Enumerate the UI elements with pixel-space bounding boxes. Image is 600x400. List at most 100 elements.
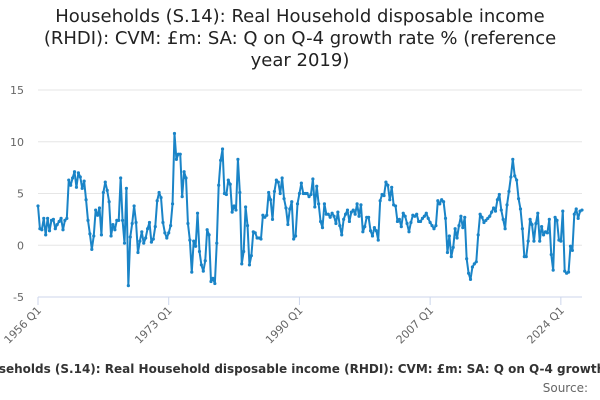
data-point[interactable] — [253, 231, 257, 235]
data-point[interactable] — [119, 176, 123, 180]
data-point[interactable] — [169, 223, 173, 228]
data-point[interactable] — [355, 202, 359, 206]
data-point[interactable] — [117, 218, 121, 223]
data-point[interactable] — [76, 171, 80, 175]
data-point[interactable] — [563, 269, 567, 273]
data-point[interactable] — [297, 191, 302, 196]
data-point[interactable] — [111, 222, 115, 227]
data-point[interactable] — [484, 218, 488, 223]
data-point[interactable] — [455, 236, 459, 240]
data-point[interactable] — [167, 231, 171, 235]
data-point[interactable] — [274, 178, 278, 182]
data-point[interactable] — [47, 229, 52, 233]
data-point[interactable] — [126, 284, 130, 288]
data-point[interactable] — [276, 180, 280, 184]
data-point[interactable] — [201, 269, 205, 273]
data-point[interactable] — [97, 206, 102, 210]
data-point[interactable] — [568, 244, 573, 248]
data-point[interactable] — [153, 225, 157, 229]
data-point[interactable] — [284, 206, 288, 210]
data-point[interactable] — [390, 185, 394, 189]
data-point[interactable] — [509, 175, 513, 179]
data-point[interactable] — [318, 219, 323, 224]
data-point[interactable] — [407, 230, 411, 234]
data-point[interactable] — [413, 214, 417, 218]
data-point[interactable] — [224, 192, 228, 197]
data-point[interactable] — [541, 233, 546, 237]
data-point[interactable] — [92, 234, 96, 238]
data-point[interactable] — [430, 223, 434, 228]
data-point[interactable] — [278, 191, 282, 196]
data-point[interactable] — [144, 236, 148, 240]
data-point[interactable] — [238, 190, 242, 195]
data-point[interactable] — [330, 211, 334, 215]
data-point[interactable] — [94, 208, 98, 212]
data-point[interactable] — [551, 268, 555, 272]
data-point[interactable] — [282, 197, 286, 201]
data-point[interactable] — [71, 176, 75, 180]
data-point[interactable] — [228, 182, 232, 186]
data-point[interactable] — [447, 234, 451, 238]
data-point[interactable] — [426, 216, 430, 220]
data-point[interactable] — [515, 178, 519, 182]
data-point[interactable] — [472, 262, 476, 266]
data-point[interactable] — [130, 221, 134, 226]
data-point[interactable] — [186, 221, 190, 226]
data-point[interactable] — [322, 202, 327, 206]
data-point[interactable] — [553, 215, 557, 219]
data-point[interactable] — [107, 200, 111, 204]
data-point[interactable] — [51, 217, 55, 221]
data-point[interactable] — [555, 218, 559, 223]
data-point[interactable] — [511, 157, 515, 161]
data-point[interactable] — [536, 211, 540, 215]
data-point[interactable] — [232, 204, 236, 208]
data-point[interactable] — [436, 199, 440, 203]
data-point[interactable] — [188, 238, 192, 242]
data-point[interactable] — [368, 229, 373, 233]
data-point[interactable] — [328, 215, 332, 219]
data-point[interactable] — [326, 212, 330, 216]
data-point[interactable] — [538, 239, 542, 243]
data-point[interactable] — [461, 226, 465, 230]
data-point[interactable] — [190, 270, 194, 274]
data-point[interactable] — [280, 176, 284, 180]
data-point[interactable] — [234, 208, 238, 212]
data-point[interactable] — [468, 277, 473, 281]
data-point[interactable] — [122, 241, 127, 245]
data-point[interactable] — [342, 217, 346, 221]
data-point[interactable] — [197, 249, 202, 254]
data-point[interactable] — [272, 189, 277, 194]
data-point[interactable] — [149, 240, 154, 244]
data-point[interactable] — [220, 147, 225, 151]
data-point[interactable] — [549, 252, 553, 257]
data-point[interactable] — [268, 198, 273, 202]
data-point[interactable] — [403, 214, 407, 218]
data-point[interactable] — [145, 227, 150, 231]
data-point[interactable] — [317, 202, 321, 206]
data-point[interactable] — [428, 220, 432, 225]
data-point[interactable] — [486, 216, 490, 220]
data-point[interactable] — [384, 180, 388, 184]
data-point[interactable] — [132, 204, 136, 208]
data-point[interactable] — [424, 211, 428, 215]
data-point[interactable] — [180, 195, 184, 199]
data-point[interactable] — [499, 208, 503, 212]
data-point[interactable] — [488, 214, 492, 218]
data-point[interactable] — [474, 260, 478, 264]
data-point[interactable] — [59, 216, 63, 220]
data-point[interactable] — [399, 225, 403, 229]
data-point[interactable] — [532, 239, 536, 243]
data-point[interactable] — [84, 198, 88, 202]
data-point[interactable] — [432, 227, 436, 231]
data-point[interactable] — [347, 219, 352, 224]
data-point[interactable] — [90, 247, 94, 251]
data-point[interactable] — [99, 233, 104, 237]
data-point[interactable] — [226, 178, 230, 182]
data-point[interactable] — [513, 174, 517, 178]
data-point[interactable] — [470, 265, 475, 269]
data-point[interactable] — [292, 237, 296, 241]
data-point[interactable] — [453, 227, 457, 231]
data-point[interactable] — [245, 223, 250, 228]
data-point[interactable] — [524, 255, 528, 259]
data-point[interactable] — [80, 186, 84, 190]
